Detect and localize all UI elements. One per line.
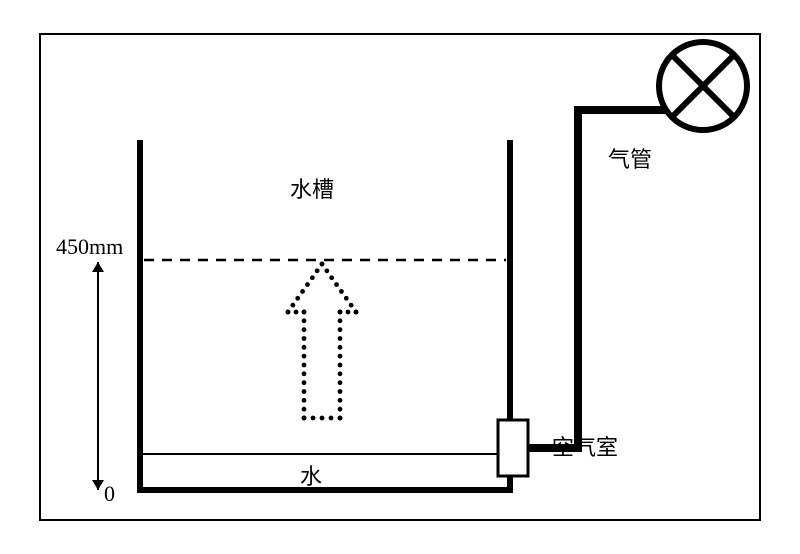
water-label: 水 bbox=[300, 459, 322, 491]
flow-arrow-icon bbox=[286, 262, 359, 421]
diagram-stage: 水槽 水 气管 空气室 450mm 0 bbox=[0, 0, 800, 554]
air-chamber bbox=[498, 420, 528, 476]
diagram-svg bbox=[0, 0, 800, 554]
level-bottom-label: 0 bbox=[104, 481, 115, 507]
measure-arrow-down-icon bbox=[92, 480, 104, 490]
pipe-label: 气管 bbox=[608, 142, 652, 174]
level-top-label: 450mm bbox=[56, 234, 123, 260]
tank-label: 水槽 bbox=[290, 172, 334, 204]
measure-arrow-up-icon bbox=[92, 262, 104, 272]
air-chamber-label: 空气室 bbox=[552, 430, 618, 462]
